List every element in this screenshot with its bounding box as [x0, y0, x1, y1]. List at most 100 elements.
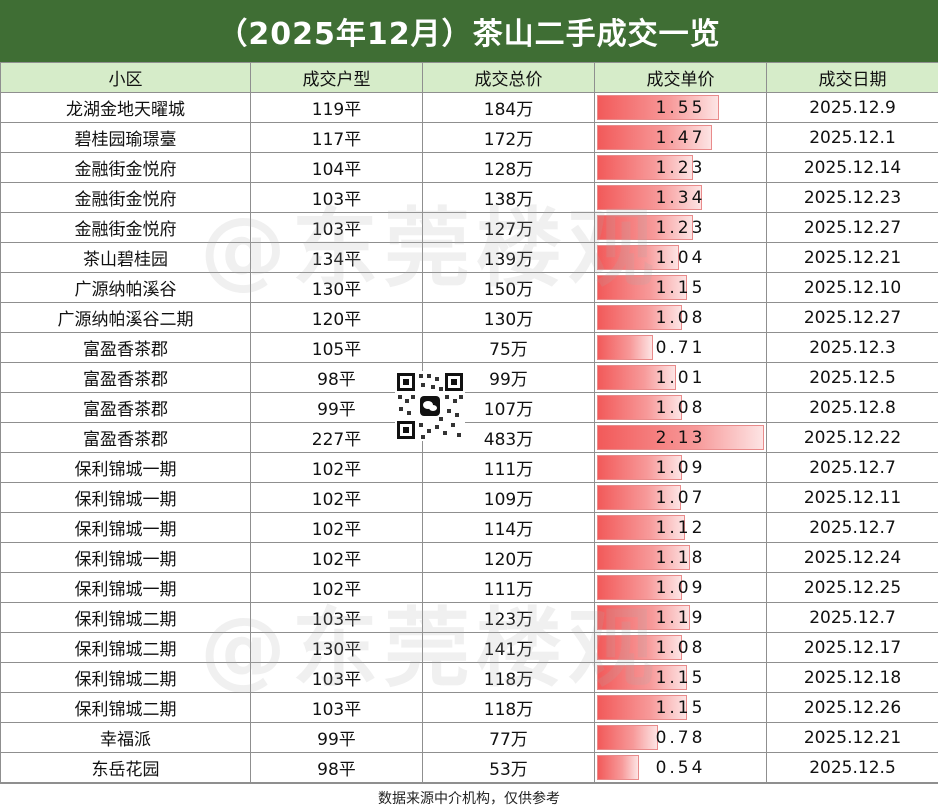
- footer-note: 数据来源中介机构，仅供参考: [0, 783, 938, 812]
- unit-price-cell: 1.07: [595, 483, 767, 513]
- community-cell: 保利锦城一期: [1, 483, 251, 513]
- size-cell: 99平: [251, 723, 423, 753]
- size-cell: 134平: [251, 243, 423, 273]
- unit-price-value: 1.01: [656, 368, 706, 388]
- unit-price-cell: 1.19: [595, 603, 767, 633]
- total-price-cell: 138万: [423, 183, 595, 213]
- date-cell: 2025.12.14: [767, 153, 938, 183]
- size-cell: 120平: [251, 303, 423, 333]
- unit-price-cell: 1.23: [595, 213, 767, 243]
- table-header-row: 小区 成交户型 成交总价 成交单价 成交日期: [1, 63, 938, 93]
- size-cell: 103平: [251, 183, 423, 213]
- unit-price-value: 0.71: [656, 338, 706, 358]
- size-cell: 102平: [251, 483, 423, 513]
- community-cell: 保利锦城一期: [1, 513, 251, 543]
- header-date: 成交日期: [767, 63, 938, 93]
- community-cell: 富盈香茶郡: [1, 363, 251, 393]
- community-cell: 保利锦城一期: [1, 453, 251, 483]
- date-cell: 2025.12.17: [767, 633, 938, 663]
- unit-price-value: 1.23: [656, 218, 706, 238]
- date-cell: 2025.12.10: [767, 273, 938, 303]
- unit-price-cell: 0.78: [595, 723, 767, 753]
- date-cell: 2025.12.21: [767, 723, 938, 753]
- date-cell: 2025.12.27: [767, 213, 938, 243]
- community-cell: 东岳花园: [1, 753, 251, 783]
- date-cell: 2025.12.18: [767, 663, 938, 693]
- header-size: 成交户型: [251, 63, 423, 93]
- unit-price-cell: 1.08: [595, 303, 767, 333]
- community-cell: 茶山碧桂园: [1, 243, 251, 273]
- date-cell: 2025.12.24: [767, 543, 938, 573]
- unit-price-value: 1.23: [656, 158, 706, 178]
- date-cell: 2025.12.23: [767, 183, 938, 213]
- unit-price-value: 1.09: [656, 458, 706, 478]
- date-cell: 2025.12.25: [767, 573, 938, 603]
- total-price-cell: 114万: [423, 513, 595, 543]
- unit-price-cell: 1.15: [595, 273, 767, 303]
- total-price-cell: 127万: [423, 213, 595, 243]
- size-cell: 103平: [251, 663, 423, 693]
- total-price-cell: 111万: [423, 573, 595, 603]
- size-cell: 102平: [251, 543, 423, 573]
- unit-price-value: 1.15: [656, 698, 706, 718]
- unit-price-value: 1.47: [656, 128, 706, 148]
- size-cell: 105平: [251, 333, 423, 363]
- unit-price-value: 1.08: [656, 638, 706, 658]
- total-price-cell: 77万: [423, 723, 595, 753]
- total-price-cell: 109万: [423, 483, 595, 513]
- unit-price-cell: 1.08: [595, 633, 767, 663]
- header-unit-price: 成交单价: [595, 63, 767, 93]
- size-cell: 102平: [251, 453, 423, 483]
- total-price-cell: 139万: [423, 243, 595, 273]
- date-cell: 2025.12.21: [767, 243, 938, 273]
- size-cell: 98平: [251, 753, 423, 783]
- unit-price-cell: 1.34: [595, 183, 767, 213]
- unit-price-value: 1.19: [656, 608, 706, 628]
- community-cell: 广源纳帕溪谷: [1, 273, 251, 303]
- total-price-cell: 120万: [423, 543, 595, 573]
- unit-price-cell: 1.23: [595, 153, 767, 183]
- unit-price-value: 0.78: [656, 728, 706, 748]
- date-cell: 2025.12.26: [767, 693, 938, 723]
- total-price-cell: 53万: [423, 753, 595, 783]
- size-cell: 130平: [251, 633, 423, 663]
- size-cell: 102平: [251, 573, 423, 603]
- unit-price-cell: 1.08: [595, 393, 767, 423]
- community-cell: 金融街金悦府: [1, 213, 251, 243]
- unit-price-value: 1.34: [656, 188, 706, 208]
- unit-price-value: 2.13: [656, 428, 706, 448]
- community-cell: 保利锦城一期: [1, 543, 251, 573]
- unit-price-cell: 1.09: [595, 453, 767, 483]
- date-cell: 2025.12.22: [767, 423, 938, 453]
- unit-price-cell: 0.54: [595, 753, 767, 783]
- unit-price-value: 1.15: [656, 278, 706, 298]
- total-price-cell: 141万: [423, 633, 595, 663]
- date-cell: 2025.12.7: [767, 453, 938, 483]
- date-cell: 2025.12.5: [767, 363, 938, 393]
- community-cell: 保利锦城二期: [1, 633, 251, 663]
- total-price-cell: 118万: [423, 663, 595, 693]
- date-cell: 2025.12.9: [767, 93, 938, 123]
- community-cell: 富盈香茶郡: [1, 333, 251, 363]
- date-cell: 2025.12.3: [767, 333, 938, 363]
- unit-price-value: 1.09: [656, 578, 706, 598]
- date-cell: 2025.12.5: [767, 753, 938, 783]
- size-cell: 119平: [251, 93, 423, 123]
- size-cell: 117平: [251, 123, 423, 153]
- community-cell: 幸福派: [1, 723, 251, 753]
- size-cell: 103平: [251, 693, 423, 723]
- date-cell: 2025.12.27: [767, 303, 938, 333]
- qr-code-icon: [395, 371, 465, 441]
- unit-price-cell: 1.09: [595, 573, 767, 603]
